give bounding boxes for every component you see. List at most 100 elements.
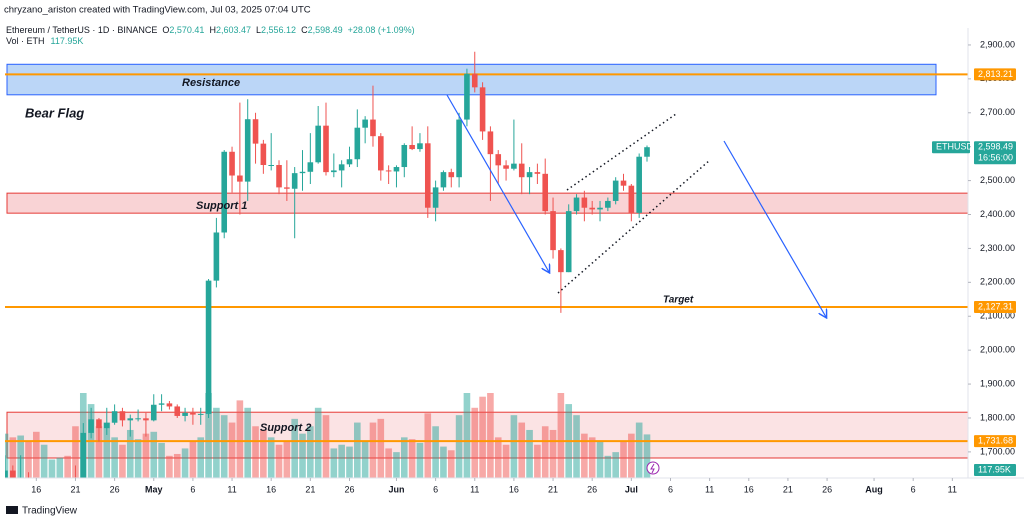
candle-body (370, 119, 376, 137)
volume-bar (518, 422, 526, 478)
candle-body (221, 151, 228, 233)
volume-bar (604, 455, 612, 478)
candle-body (143, 418, 149, 421)
volume-bar (126, 429, 134, 478)
x-tick-label: 11 (705, 484, 714, 494)
ohlc-value: 2,603.47 (216, 25, 251, 35)
volume-bar (173, 453, 181, 478)
candle-body (589, 207, 595, 210)
channel-line (566, 113, 677, 191)
volume-bar (377, 418, 385, 478)
volume-pane (5, 393, 651, 478)
x-tick-label: 16 (509, 484, 519, 494)
volume-bar (56, 457, 64, 478)
candle-body (346, 159, 353, 165)
candle-body (534, 172, 541, 174)
candle-body (166, 403, 173, 407)
candle-body (135, 418, 141, 420)
x-tick-label: Aug (865, 484, 883, 494)
y-tick-label: 1,800.00 (980, 412, 1015, 422)
ohlc-key: O (162, 25, 169, 35)
volume-bar (526, 429, 533, 478)
volume-bar (455, 415, 463, 478)
x-tick-label: 6 (911, 484, 916, 494)
volume-bar (549, 429, 557, 478)
candle-body (276, 165, 282, 188)
candle-body (503, 165, 509, 169)
ohlc-value: 2,570.41 (169, 25, 204, 35)
candle-body (127, 418, 134, 421)
volume-bar (111, 437, 118, 478)
volume-bar (588, 437, 596, 478)
candle-body (237, 175, 243, 182)
volume-bar (189, 441, 197, 478)
candle-body (197, 413, 204, 415)
volume-tag: 117.95K (978, 464, 1011, 474)
event-icon-glyph (650, 463, 655, 474)
volume-bar (48, 459, 56, 478)
x-tick-label: 6 (668, 484, 673, 494)
candle-body (448, 172, 455, 178)
candle-body (213, 232, 220, 281)
volume-bar (479, 396, 486, 478)
volume-bar (283, 441, 291, 478)
candle-body (573, 197, 580, 212)
candle-body (542, 173, 549, 212)
x-tick-label: 26 (587, 484, 597, 494)
candle-body (432, 187, 439, 208)
volume-bar (228, 422, 236, 478)
volume-bar (95, 426, 103, 478)
candle-body (111, 411, 118, 423)
volume-bar (291, 418, 298, 478)
volume-bar (330, 448, 338, 478)
brand-name: TradingView (22, 506, 78, 517)
x-tick-label: 11 (227, 484, 236, 494)
event-icon[interactable] (646, 461, 660, 475)
volume-bar (440, 446, 447, 478)
volume-bar (424, 413, 432, 478)
y-tick-label: 2,300.00 (980, 243, 1015, 253)
level-tag: 2,813.21 (978, 69, 1013, 79)
legend: Ethereum / TetherUS · 1D · BINANCE O2,570… (6, 25, 415, 46)
ohlc-key: L (256, 25, 261, 35)
volume-bar (322, 415, 330, 478)
candle-body (331, 170, 337, 173)
y-tick-label: 2,400.00 (980, 209, 1015, 219)
level-tag-bg (974, 435, 1016, 448)
candle-body (565, 211, 572, 273)
candle-body (385, 170, 392, 172)
volume-bar (432, 426, 439, 478)
candle-body (284, 187, 290, 189)
levels (5, 73, 968, 443)
volume-bar (346, 446, 353, 478)
legend-line: Ethereum / TetherUS · 1D · BINANCE O2,570… (6, 25, 415, 35)
volume-bar (557, 393, 565, 478)
symbol-tag: ETHUSDT (936, 142, 979, 152)
y-tick-label: 2,200.00 (980, 277, 1015, 287)
candle-body (5, 470, 8, 478)
volume-bar (213, 407, 220, 478)
candle-body (182, 412, 188, 416)
brand: TradingView (6, 506, 78, 517)
axes: 1,700.00 1,800.00 1,900.00 2,000.00 2,100.00… (31, 39, 1015, 494)
drawings (446, 94, 826, 317)
candle-body (628, 185, 635, 213)
candle-body (252, 119, 259, 144)
candle-body (487, 131, 494, 155)
candle-body (338, 164, 345, 171)
candle-body (417, 143, 423, 150)
countdown-tag: 16:56:00 (978, 153, 1013, 163)
candle-body (323, 125, 329, 173)
volume-bar (205, 393, 212, 478)
level-tag-bg (974, 300, 1016, 313)
volume-bar (596, 441, 604, 478)
volume-bar (612, 452, 619, 478)
volume-bar (9, 437, 17, 478)
candle-body (174, 406, 181, 416)
candle-body (479, 87, 486, 132)
volume-bar (400, 437, 408, 478)
y-tick-label: 2,100.00 (980, 311, 1015, 321)
volume-bar (181, 448, 189, 478)
candle-body (315, 125, 321, 163)
